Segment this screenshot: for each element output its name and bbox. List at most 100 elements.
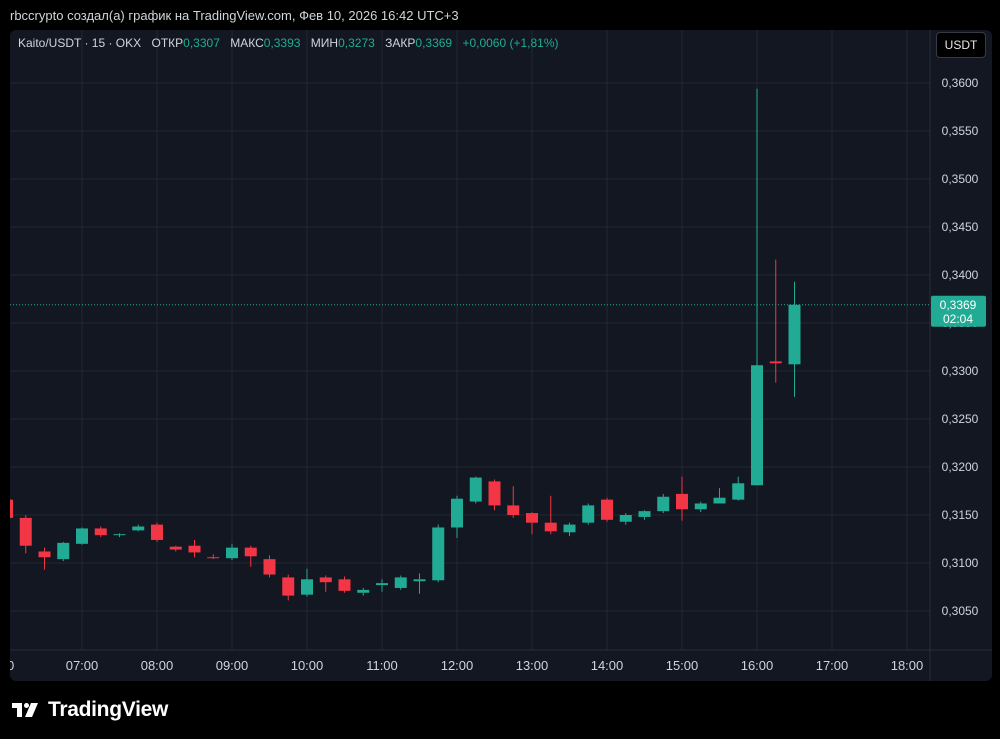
candle [451,495,463,539]
x-tick-label: 12:00 [441,658,474,673]
candle [94,526,107,538]
candle [132,524,145,532]
y-tick-label: 0,3300 [942,364,979,378]
candle [413,573,426,594]
candle [694,501,707,513]
candle [601,497,613,522]
candle [244,545,257,567]
y-tick-label: 0,3400 [942,268,979,282]
currency-button[interactable]: USDT [936,32,986,58]
x-tick-label: 16:00 [741,658,774,673]
candle [207,554,220,560]
y-tick-label: 0,3550 [942,124,979,138]
y-tick-label: 0,3500 [942,172,979,186]
candle [619,513,632,525]
x-tick-label: 10:00 [291,658,324,673]
y-tick-label: 0,3200 [942,460,979,474]
candle-body [357,589,370,593]
candle-body [769,361,782,364]
candle [38,547,51,570]
change-value: +0,0060 (+1,81%) [462,36,559,50]
candle [582,503,595,525]
candle-body [132,526,145,531]
ohlc-legend: Kaito/USDT · 15 · OKX ОТКР0,3307 МАКС0,3… [18,36,559,50]
chart-caption: rbccrypto создал(а) график на TradingVie… [10,8,459,23]
candle [10,499,13,518]
x-tick-label: 11:00 [366,658,398,673]
candle-body [713,497,726,504]
low-label: МИН [310,36,339,50]
candle [338,576,351,593]
candle-body [207,557,220,559]
candle [57,541,70,562]
candle [469,476,482,504]
open-value: 0,3307 [183,36,220,50]
candle-body [638,511,651,517]
candle [169,545,182,552]
candle [788,281,801,397]
candle-body [694,503,707,510]
brand-name: TradingView [48,698,169,721]
candle-body [338,579,351,591]
candle-body [376,583,388,586]
high-value: 0,3393 [263,36,301,50]
candle-body [601,499,613,520]
candle-body [188,545,201,553]
candle-body [394,577,407,588]
chart-panel[interactable]: 00 07:00 08:00 09:00 10:00 11:00 12:00 13:00 14:… [10,30,992,681]
tradingview-logo[interactable]: TradingView [12,698,168,722]
candle-body [76,528,88,544]
candle-body [113,534,126,536]
x-tick-label: 00 [10,658,14,673]
close-label: ЗАКР [385,36,416,50]
symbol-label[interactable]: Kaito/USDT · 15 · OKX [18,36,142,50]
candle [544,495,557,535]
candle-body [244,547,257,557]
candle [638,510,651,520]
candle [507,486,520,518]
candle [263,555,276,578]
y-tick-label: 0,3150 [942,508,979,522]
candle-body [413,579,426,582]
candle [657,493,670,514]
candle [226,543,238,561]
candle-body [94,528,107,536]
candle-body [19,517,32,546]
candle-body [451,498,463,528]
candle [151,522,163,542]
high-label: МАКС [230,36,264,50]
candle [769,259,782,383]
candle-body [619,515,632,522]
candle [751,88,763,486]
candle-body [788,304,801,365]
candle-body [507,505,520,515]
candle-body [676,493,688,510]
x-tick-label: 17:00 [816,658,849,673]
candle-body [282,577,295,596]
candle [188,539,201,558]
y-tick-label: 0,3600 [942,76,979,90]
candle-body [469,477,482,502]
candle [357,587,370,596]
candle-body [526,513,538,523]
candle-body [563,524,576,533]
candle-body [751,365,763,486]
bar-countdown: 02:04 [943,312,973,326]
candle-body [657,496,670,512]
candlestick-chart[interactable]: 00 07:00 08:00 09:00 10:00 11:00 12:00 13:00 14:… [10,30,992,681]
candle-body [10,499,13,518]
candle [282,574,295,601]
x-tick-label: 18:00 [891,658,924,673]
x-tick-label: 15:00 [666,658,699,673]
close-value: 0,3369 [415,36,453,50]
candle [394,575,407,590]
candle-body [432,527,445,581]
candle-body [319,577,332,583]
candle-body [151,524,163,540]
candle-body [582,505,595,523]
last-price-value: 0,3369 [940,298,977,312]
y-tick-label: 0,3450 [942,220,979,234]
open-label: ОТКР [151,36,184,50]
candle [319,575,332,592]
